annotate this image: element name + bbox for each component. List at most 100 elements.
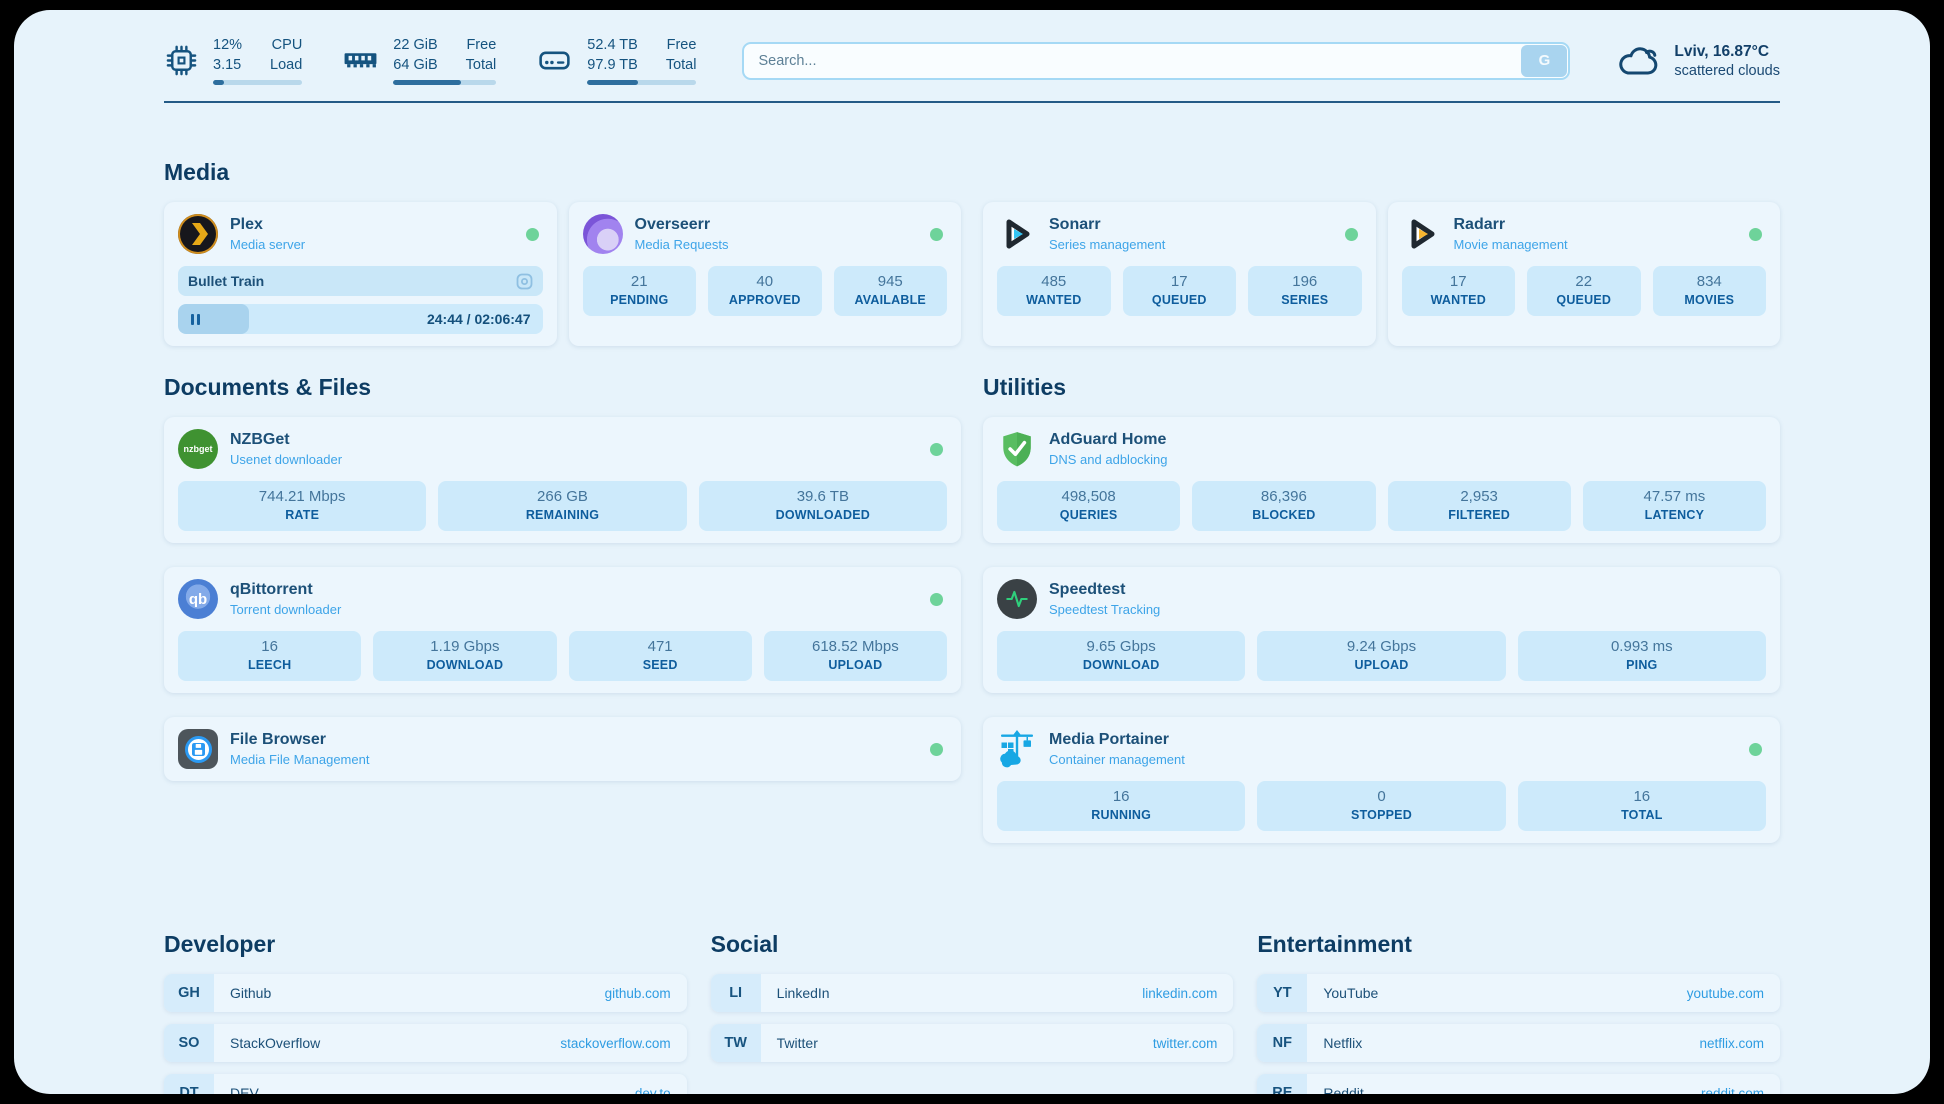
app-card-filebrowser[interactable]: File Browser Media File Management	[164, 717, 961, 782]
stat-label: RATE	[285, 508, 320, 523]
app-card-radarr[interactable]: Radarr Movie management 17 WANTED 22 QUE…	[1387, 202, 1780, 347]
link-url[interactable]: netflix.com	[1699, 1035, 1764, 1051]
link-row-github[interactable]: GH Github github.com	[164, 974, 687, 1013]
ram-labels: Free Total	[466, 36, 497, 75]
stat-label: PING	[1626, 658, 1658, 673]
stat-total: 16 TOTAL	[1517, 781, 1766, 832]
now-playing-row: Bullet Train	[178, 266, 543, 297]
stat-label: DOWNLOAD	[1082, 658, 1160, 673]
stat-value: 471	[647, 638, 673, 656]
cpu-load-value: 3.15	[213, 56, 242, 73]
stat-available: 945 AVAILABLE	[833, 266, 947, 317]
playback-progress-fill	[178, 304, 250, 335]
session-details-icon[interactable]	[516, 273, 533, 290]
link-url[interactable]: youtube.com	[1686, 985, 1764, 1001]
qbittorrent-icon: qb	[178, 579, 218, 620]
link-badge: DT	[164, 1074, 214, 1094]
stat-label: MOVIES	[1684, 293, 1735, 308]
app-name: Radarr	[1453, 216, 1506, 234]
documents-section: Documents & Files nzbget NZBGet Usenet d…	[164, 374, 961, 867]
stat-label: UPLOAD	[828, 658, 883, 673]
link-row-reddit[interactable]: RE Reddit reddit.com	[1257, 1074, 1780, 1094]
link-name: Netflix	[1323, 1035, 1363, 1052]
stat-wanted: 485 WANTED	[997, 266, 1111, 317]
ram-values: 22 GiB 64 GiB	[393, 36, 437, 75]
link-name: StackOverflow	[230, 1035, 321, 1052]
app-subtitle: Media server	[230, 237, 306, 253]
disk-values: 52.4 TB 97.9 TB	[587, 36, 638, 75]
qbittorrent-icon-text: qb	[188, 590, 208, 608]
stat-value: 21	[630, 273, 648, 291]
stat-blocked: 86,396 BLOCKED	[1192, 481, 1376, 532]
stat-series: 196 SERIES	[1248, 266, 1362, 317]
system-widgets: 12% 3.15 CPU Load	[164, 36, 697, 86]
app-subtitle: Series management	[1049, 237, 1166, 253]
stat-value: 945	[877, 273, 903, 291]
stat-value: 47.57 ms	[1643, 488, 1706, 506]
weather-condition: scattered clouds	[1674, 62, 1780, 79]
cloud-icon	[1616, 43, 1662, 78]
stat-value: 39.6 TB	[796, 488, 849, 506]
link-url[interactable]: github.com	[604, 985, 671, 1001]
utilities-section: Utilities AdGuard Home DNS and adblockin…	[983, 374, 1780, 867]
stat-queries: 498,508 QUERIES	[997, 481, 1181, 532]
app-card-overseerr[interactable]: Overseerr Media Requests 21 PENDING 40 A…	[568, 202, 961, 347]
cpu-labels: CPU Load	[270, 36, 302, 75]
stat-movies: 834 MOVIES	[1652, 266, 1766, 317]
stat-rate: 744.21 Mbps RATE	[178, 481, 427, 532]
search-engine-button[interactable]: G	[1521, 44, 1568, 77]
status-dot	[525, 227, 539, 241]
stat-label: APPROVED	[728, 293, 801, 308]
stat-value: 40	[756, 273, 774, 291]
stat-value: 0.993 ms	[1610, 638, 1673, 656]
cpu-icon	[164, 43, 199, 78]
app-name: Media Portainer	[1049, 731, 1170, 749]
link-row-youtube[interactable]: YT YouTube youtube.com	[1257, 974, 1780, 1013]
stat-value: 9.24 Gbps	[1346, 638, 1417, 656]
stat-label: BLOCKED	[1252, 508, 1316, 523]
search-input[interactable]	[742, 41, 1571, 80]
app-card-speedtest[interactable]: Speedtest Speedtest Tracking 9.65 Gbps D…	[983, 567, 1780, 694]
stat-wanted: 17 WANTED	[1401, 266, 1515, 317]
media-section: Plex Media server Bullet Train	[164, 202, 1780, 347]
stat-label: RUNNING	[1091, 808, 1152, 823]
link-url[interactable]: reddit.com	[1700, 1085, 1764, 1094]
link-name: Reddit	[1323, 1085, 1364, 1094]
link-row-twitter[interactable]: TW Twitter twitter.com	[710, 1024, 1234, 1063]
link-row-linkedin[interactable]: LI LinkedIn linkedin.com	[710, 974, 1234, 1013]
stat-upload: 618.52 Mbps UPLOAD	[763, 631, 947, 682]
link-row-stackoverflow[interactable]: SO StackOverflow stackoverflow.com	[164, 1024, 687, 1063]
ram-icon	[342, 42, 379, 79]
app-card-sonarr[interactable]: Sonarr Series management 485 WANTED 17 Q…	[983, 202, 1376, 347]
link-url[interactable]: twitter.com	[1152, 1035, 1218, 1051]
link-row-dev[interactable]: DT DEV dev.to	[164, 1074, 687, 1094]
disk-label-2: Total	[665, 56, 697, 73]
link-badge: NF	[1257, 1024, 1308, 1063]
link-row-netflix[interactable]: NF Netflix netflix.com	[1257, 1024, 1780, 1063]
app-name: Plex	[230, 216, 263, 234]
link-name: Twitter	[776, 1035, 818, 1052]
stat-value: 16	[261, 638, 278, 656]
search-bar: G	[742, 41, 1571, 80]
stat-label: SERIES	[1281, 293, 1329, 308]
ram-progressbar	[393, 80, 497, 86]
app-name: File Browser	[230, 731, 327, 749]
developer-section: Developer GH Github github.com SO StackO…	[164, 931, 687, 1094]
app-card-nzbget[interactable]: nzbget NZBGet Usenet downloader 744.21 M…	[164, 417, 961, 544]
stat-value: 196	[1292, 273, 1318, 291]
app-card-qbittorrent[interactable]: qb qBittorrent Torrent downloader 16 LEE…	[164, 567, 961, 694]
ram-free-value: 22 GiB	[393, 37, 438, 53]
link-url[interactable]: stackoverflow.com	[560, 1035, 671, 1051]
link-badge: GH	[164, 974, 214, 1013]
app-subtitle: Speedtest Tracking	[1049, 602, 1161, 618]
section-heading-developer: Developer	[164, 931, 276, 958]
link-url[interactable]: dev.to	[634, 1085, 671, 1094]
app-name: Speedtest	[1049, 581, 1126, 599]
status-dot	[930, 742, 943, 756]
app-card-plex[interactable]: Plex Media server Bullet Train	[164, 202, 557, 347]
stat-download: 9.65 Gbps DOWNLOAD	[997, 631, 1246, 682]
link-url[interactable]: linkedin.com	[1142, 985, 1218, 1001]
app-card-portainer[interactable]: Media Portainer Container management 16 …	[983, 717, 1780, 844]
app-card-adguard[interactable]: AdGuard Home DNS and adblocking 498,508 …	[983, 417, 1780, 544]
stat-label: QUEUED	[1556, 293, 1612, 308]
